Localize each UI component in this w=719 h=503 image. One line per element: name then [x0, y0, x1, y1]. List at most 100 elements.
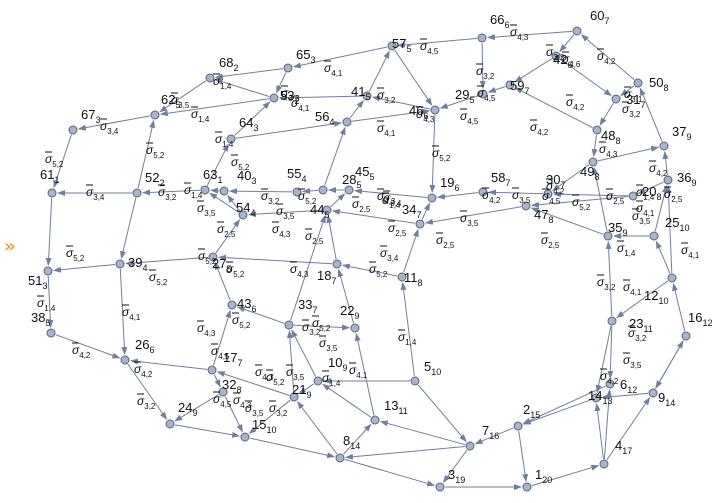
vertex-node-28-5[interactable] — [344, 185, 354, 195]
vertex-node-31-7[interactable] — [611, 94, 621, 104]
vertex-label: 814 — [343, 433, 360, 451]
vertex-node-47-8[interactable] — [521, 201, 531, 211]
edge-v31-v48 — [599, 103, 614, 126]
vertex-node-49-8[interactable] — [588, 157, 598, 167]
sigma-subscript: 1,4 — [198, 115, 210, 124]
vertex-node-17-7[interactable] — [207, 365, 217, 375]
sigma-glyph: σ — [436, 233, 444, 247]
vertex-label: 295 — [455, 87, 474, 105]
edge-v51-v38 — [47, 275, 54, 328]
vertex-node-57-5[interactable] — [387, 41, 397, 51]
vertex-node-59-7[interactable] — [505, 80, 515, 90]
vertex-node-6-12[interactable] — [605, 379, 615, 389]
sigma-glyph: σ — [184, 183, 192, 197]
sigma-subscript: 3,4 — [390, 199, 402, 208]
vertex-node-39-4[interactable] — [115, 259, 125, 269]
vertex-node-53-2[interactable] — [269, 93, 279, 103]
vertex-node-37-9[interactable] — [659, 141, 669, 151]
vertex-node-65-3[interactable] — [283, 63, 293, 73]
sigma-subscript: 5,2 — [156, 278, 168, 287]
vertex-node-27-5[interactable] — [208, 252, 218, 262]
vertex-node-13-11[interactable] — [370, 415, 380, 425]
vertex-node-14-13[interactable] — [591, 393, 601, 403]
vertex-node-16-12[interactable] — [681, 331, 691, 341]
sigma-subscript: 4,2 — [607, 377, 619, 386]
vertex-node-8-14[interactable] — [335, 453, 345, 463]
vertex-node-56-4[interactable] — [342, 117, 352, 127]
vertex-node-9-14[interactable] — [648, 388, 658, 398]
vertex-node-45-5[interactable] — [318, 185, 328, 195]
edge-label-sigma: σ2,5 — [664, 186, 683, 204]
vertex-number: 24 — [178, 400, 192, 415]
sigma-symbol: σ1,4 — [191, 107, 210, 124]
vertex-label: 249 — [178, 400, 197, 418]
vertex-node-68-2[interactable] — [205, 73, 215, 83]
vertex-node-40-3[interactable] — [219, 186, 229, 196]
vertex-label: 208 — [642, 184, 661, 202]
vertex-node-66-6[interactable] — [477, 33, 487, 43]
vertex-node-33-7[interactable] — [284, 320, 294, 330]
vertex-node-23-11[interactable] — [607, 316, 617, 326]
vertex-node-52-2[interactable] — [132, 188, 142, 198]
vertex-node-26-6[interactable] — [120, 355, 130, 365]
vertex-node-11-8[interactable] — [397, 272, 407, 282]
vertex-node-21-9[interactable] — [289, 392, 299, 402]
edge-label-sigma: σ5,2 — [226, 261, 245, 279]
vertex-node-10-9[interactable] — [313, 376, 323, 386]
vertex-node-43-6[interactable] — [227, 300, 237, 310]
sigma-glyph: σ — [606, 189, 614, 203]
vertex-node-5-10[interactable] — [410, 376, 420, 386]
vertex-node-1-20[interactable] — [522, 482, 532, 492]
vertex-node-64-3[interactable] — [226, 134, 236, 144]
edge-label-sigma: σ5,2 — [266, 369, 285, 387]
vertex-label: 575 — [392, 36, 411, 54]
vertex-node-24-9[interactable] — [165, 419, 175, 429]
vertex-number: 55 — [287, 166, 301, 181]
vertex-node-4-17[interactable] — [599, 459, 609, 469]
vertex-node-25-10[interactable] — [649, 231, 659, 241]
edge-v63-v52 — [142, 189, 201, 196]
vertex-node-22-9[interactable] — [350, 323, 360, 333]
vertex-node-60-7[interactable] — [572, 26, 582, 36]
vertex-node-55-4[interactable] — [292, 187, 302, 197]
vertex-node-30-7[interactable] — [543, 189, 553, 199]
vertex-node-18-7[interactable] — [332, 259, 342, 269]
vertex-subscript: 2 — [159, 178, 164, 188]
vertex-node-67-3[interactable] — [68, 125, 78, 135]
vertex-node-38-5[interactable] — [46, 328, 56, 338]
vertex-node-42-6[interactable] — [551, 51, 561, 61]
sigma-subscript: 3,2 — [276, 409, 288, 418]
vertex-label: 177 — [223, 350, 242, 368]
vertex-node-2-15[interactable] — [513, 421, 523, 431]
vertex-node-19-6[interactable] — [427, 193, 437, 203]
expand-output-icon[interactable]: » — [4, 236, 16, 257]
vertex-node-63-1[interactable] — [200, 185, 210, 195]
sigma-subscript: 4,2 — [141, 370, 153, 379]
vertex-node-50-8[interactable] — [633, 78, 643, 88]
sigma-subscript: 3,4 — [93, 193, 105, 202]
vertex-node-20-8[interactable] — [628, 191, 638, 201]
sigma-symbol: σ1,4 — [322, 371, 341, 388]
vertex-node-36-9[interactable] — [663, 175, 673, 185]
vertex-node-7-16[interactable] — [465, 441, 475, 451]
vertex-node-12-10[interactable] — [667, 273, 677, 283]
vertex-node-51-3[interactable] — [43, 266, 53, 276]
vertex-node-44-5[interactable] — [322, 205, 332, 215]
sigma-subscript: 4,3 — [384, 197, 396, 206]
vertex-node-15-10[interactable] — [240, 432, 250, 442]
vertex-node-61-1[interactable] — [47, 188, 57, 198]
vertex-node-54-4[interactable] — [238, 210, 248, 220]
vertex-node-41-5[interactable] — [362, 91, 372, 101]
vertex-node-48-8[interactable] — [592, 125, 602, 135]
vertex-node-29-5[interactable] — [478, 89, 488, 99]
vertex-node-62-5[interactable] — [150, 110, 160, 120]
vertex-node-3-19[interactable] — [435, 482, 445, 492]
sigma-glyph: σ — [261, 189, 269, 203]
edge-label-sigma: σ5,2 — [66, 245, 85, 263]
vertex-node-35-9[interactable] — [603, 231, 613, 241]
vertex-node-46-6[interactable] — [430, 105, 440, 115]
vertex-node-34-7[interactable] — [415, 219, 425, 229]
edge-label-sigma: σ3,2 — [302, 319, 321, 337]
vertex-label: 522 — [145, 170, 164, 188]
vertex-label: 394 — [128, 255, 147, 273]
